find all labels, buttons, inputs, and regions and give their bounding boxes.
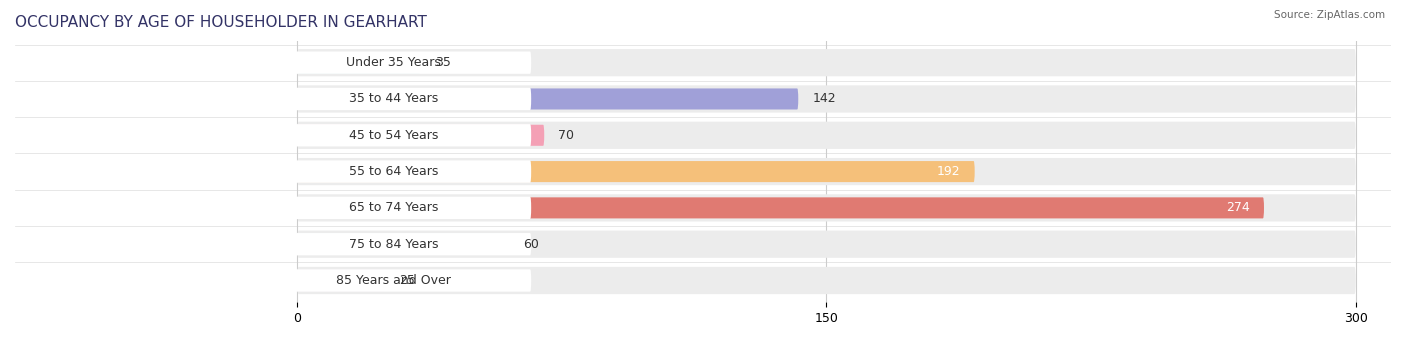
FancyBboxPatch shape: [256, 160, 531, 183]
Text: 192: 192: [936, 165, 960, 178]
FancyBboxPatch shape: [297, 194, 1355, 221]
Text: 85 Years and Over: 85 Years and Over: [336, 274, 451, 287]
FancyBboxPatch shape: [256, 88, 531, 110]
FancyBboxPatch shape: [297, 122, 1355, 149]
FancyBboxPatch shape: [297, 85, 1355, 113]
FancyBboxPatch shape: [256, 233, 531, 255]
Text: 142: 142: [813, 92, 837, 105]
Text: 55 to 64 Years: 55 to 64 Years: [349, 165, 439, 178]
FancyBboxPatch shape: [297, 267, 1355, 294]
FancyBboxPatch shape: [297, 231, 1355, 258]
Text: 75 to 84 Years: 75 to 84 Years: [349, 238, 439, 251]
FancyBboxPatch shape: [256, 51, 531, 74]
FancyBboxPatch shape: [297, 161, 974, 182]
Text: 60: 60: [523, 238, 538, 251]
FancyBboxPatch shape: [297, 270, 385, 291]
Text: OCCUPANCY BY AGE OF HOUSEHOLDER IN GEARHART: OCCUPANCY BY AGE OF HOUSEHOLDER IN GEARH…: [15, 15, 427, 30]
FancyBboxPatch shape: [256, 197, 531, 219]
FancyBboxPatch shape: [297, 49, 1355, 76]
FancyBboxPatch shape: [297, 52, 420, 73]
Text: 45 to 54 Years: 45 to 54 Years: [349, 129, 439, 142]
Text: 70: 70: [558, 129, 574, 142]
Text: Source: ZipAtlas.com: Source: ZipAtlas.com: [1274, 10, 1385, 20]
FancyBboxPatch shape: [297, 234, 509, 255]
FancyBboxPatch shape: [297, 88, 799, 109]
FancyBboxPatch shape: [297, 197, 1264, 218]
FancyBboxPatch shape: [297, 125, 544, 146]
Text: 65 to 74 Years: 65 to 74 Years: [349, 201, 439, 215]
Text: 35 to 44 Years: 35 to 44 Years: [349, 92, 439, 105]
Text: 35: 35: [434, 56, 451, 69]
FancyBboxPatch shape: [297, 158, 1355, 185]
Text: 25: 25: [399, 274, 415, 287]
Text: 274: 274: [1226, 201, 1250, 215]
FancyBboxPatch shape: [256, 269, 531, 292]
Text: Under 35 Years: Under 35 Years: [346, 56, 441, 69]
FancyBboxPatch shape: [256, 124, 531, 147]
